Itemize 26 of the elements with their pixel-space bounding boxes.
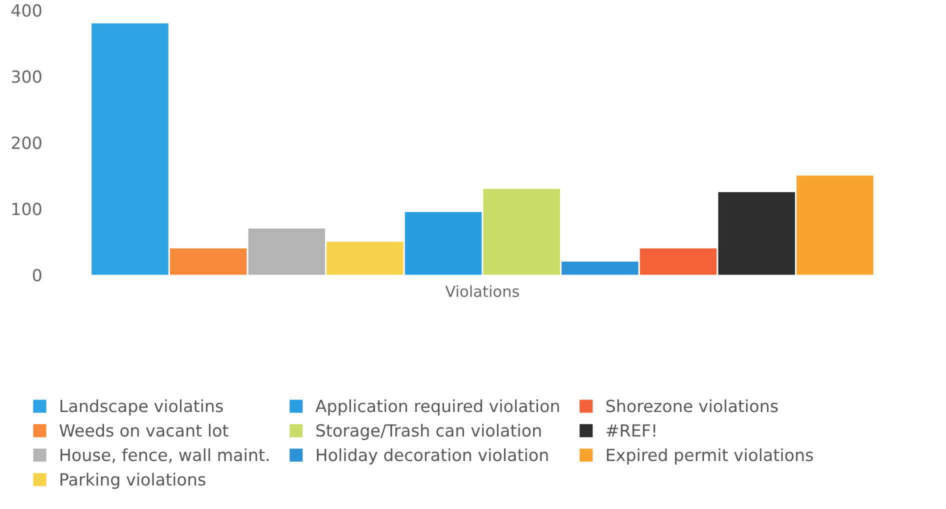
bar — [92, 23, 168, 275]
legend-label: Shorezone violations — [606, 399, 778, 412]
bar — [326, 242, 404, 275]
bar — [640, 248, 717, 275]
legend-label: Landscape violatins — [60, 399, 223, 416]
y-tick-label: 100 — [12, 202, 42, 216]
bar — [248, 228, 326, 275]
legend-label: Storage/Trash can violation — [316, 424, 541, 440]
y-tick-label: 300 — [12, 70, 42, 83]
bar — [483, 188, 560, 275]
legend-label: Expired permit violations — [606, 448, 813, 464]
bar — [796, 176, 874, 275]
y-tick-label: 200 — [12, 136, 42, 150]
legend-label: Application required violation — [315, 399, 559, 416]
legend-label: Holiday decoration violation — [316, 448, 548, 464]
legend-label: #REF! — [606, 424, 656, 437]
y-tick-label: 400 — [11, 4, 42, 17]
bar — [170, 248, 247, 275]
bar — [718, 192, 795, 275]
bar — [562, 262, 638, 275]
x-axis-title: Violations — [445, 285, 519, 298]
legend-label: House, fence, wall maint. — [60, 448, 269, 463]
legend-label: Weeds on vacant lot — [59, 424, 228, 437]
legend-label: Parking violations — [60, 472, 206, 489]
bar — [404, 212, 482, 275]
y-tick-label: 0 — [32, 268, 42, 282]
